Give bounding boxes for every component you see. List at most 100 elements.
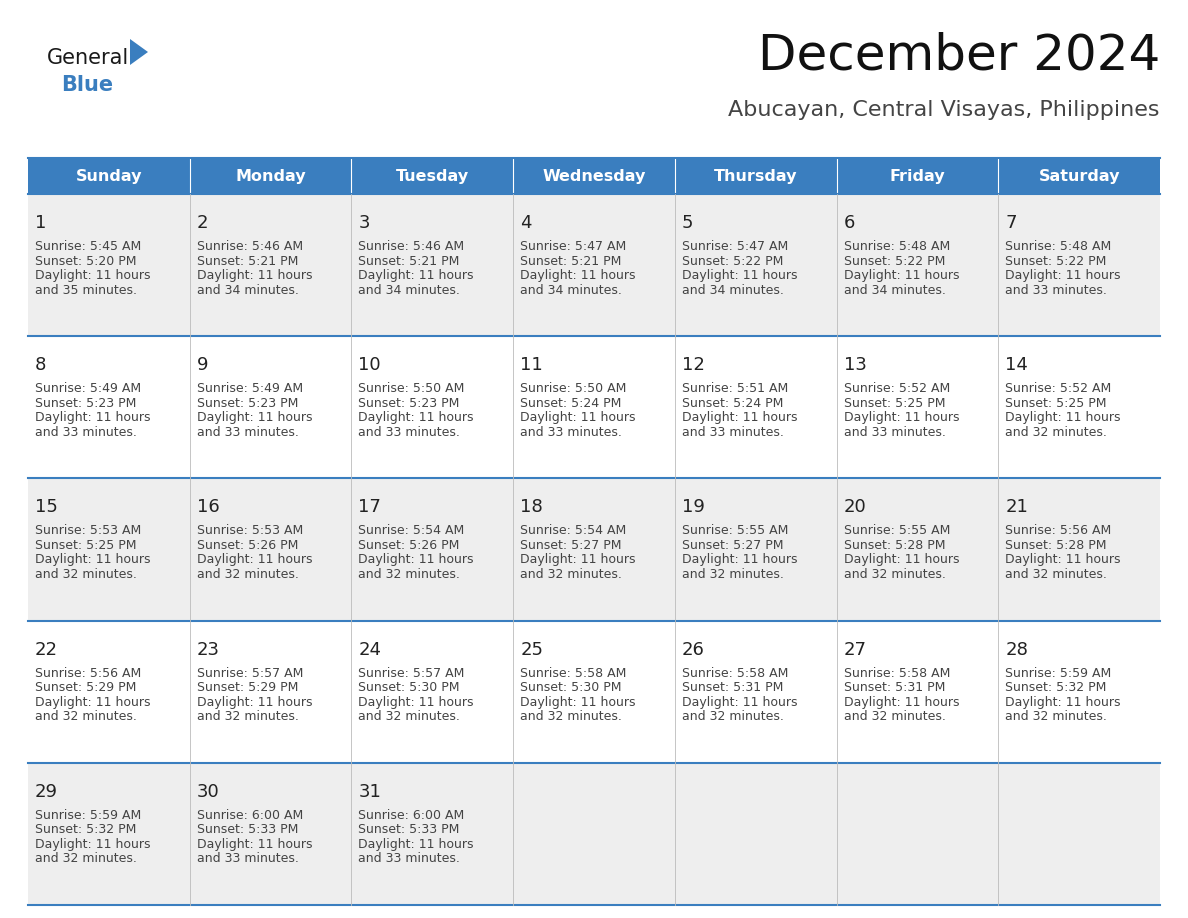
Text: Sunrise: 5:59 AM: Sunrise: 5:59 AM: [34, 809, 141, 822]
Text: and 34 minutes.: and 34 minutes.: [197, 284, 298, 297]
Text: Daylight: 11 hours: Daylight: 11 hours: [197, 696, 312, 709]
Text: Sunrise: 5:55 AM: Sunrise: 5:55 AM: [843, 524, 950, 538]
Text: 21: 21: [1005, 498, 1028, 517]
Text: and 32 minutes.: and 32 minutes.: [520, 711, 623, 723]
Text: Daylight: 11 hours: Daylight: 11 hours: [520, 411, 636, 424]
Text: Daylight: 11 hours: Daylight: 11 hours: [197, 269, 312, 282]
Text: and 33 minutes.: and 33 minutes.: [197, 853, 298, 866]
Text: and 33 minutes.: and 33 minutes.: [843, 426, 946, 439]
Text: 23: 23: [197, 641, 220, 658]
Text: Daylight: 11 hours: Daylight: 11 hours: [520, 269, 636, 282]
Text: 15: 15: [34, 498, 58, 517]
Text: Sunrise: 5:54 AM: Sunrise: 5:54 AM: [359, 524, 465, 538]
Text: Daylight: 11 hours: Daylight: 11 hours: [1005, 696, 1120, 709]
Text: 28: 28: [1005, 641, 1028, 658]
Text: and 33 minutes.: and 33 minutes.: [1005, 284, 1107, 297]
Text: Daylight: 11 hours: Daylight: 11 hours: [359, 269, 474, 282]
Text: 11: 11: [520, 356, 543, 375]
Bar: [29, 194, 1159, 336]
Text: Sunset: 5:20 PM: Sunset: 5:20 PM: [34, 254, 137, 268]
Text: December 2024: December 2024: [758, 31, 1159, 79]
Text: Daylight: 11 hours: Daylight: 11 hours: [359, 696, 474, 709]
Text: Sunrise: 5:59 AM: Sunrise: 5:59 AM: [1005, 666, 1112, 679]
Text: Daylight: 11 hours: Daylight: 11 hours: [197, 554, 312, 566]
Text: Sunrise: 5:54 AM: Sunrise: 5:54 AM: [520, 524, 626, 538]
Text: and 32 minutes.: and 32 minutes.: [682, 711, 784, 723]
Text: and 33 minutes.: and 33 minutes.: [34, 426, 137, 439]
Text: Sunrise: 5:52 AM: Sunrise: 5:52 AM: [1005, 382, 1112, 396]
Text: 4: 4: [520, 214, 532, 232]
Text: Thursday: Thursday: [714, 169, 797, 184]
Text: Monday: Monday: [235, 169, 305, 184]
Text: Daylight: 11 hours: Daylight: 11 hours: [682, 696, 797, 709]
Text: 30: 30: [197, 783, 220, 800]
Text: Blue: Blue: [61, 75, 113, 95]
Text: 13: 13: [843, 356, 866, 375]
Text: and 33 minutes.: and 33 minutes.: [520, 426, 623, 439]
Text: Sunset: 5:32 PM: Sunset: 5:32 PM: [1005, 681, 1107, 694]
Text: Sunset: 5:23 PM: Sunset: 5:23 PM: [34, 397, 137, 409]
Text: and 32 minutes.: and 32 minutes.: [359, 711, 460, 723]
Text: 7: 7: [1005, 214, 1017, 232]
Text: and 32 minutes.: and 32 minutes.: [34, 853, 137, 866]
Text: Sunrise: 5:51 AM: Sunrise: 5:51 AM: [682, 382, 788, 396]
Text: Daylight: 11 hours: Daylight: 11 hours: [843, 411, 959, 424]
Text: 18: 18: [520, 498, 543, 517]
Text: Daylight: 11 hours: Daylight: 11 hours: [359, 838, 474, 851]
Text: Sunset: 5:26 PM: Sunset: 5:26 PM: [197, 539, 298, 552]
Text: Friday: Friday: [890, 169, 946, 184]
Text: Daylight: 11 hours: Daylight: 11 hours: [682, 554, 797, 566]
Text: and 32 minutes.: and 32 minutes.: [34, 711, 137, 723]
Text: Sunrise: 5:53 AM: Sunrise: 5:53 AM: [197, 524, 303, 538]
Text: Sunset: 5:27 PM: Sunset: 5:27 PM: [520, 539, 621, 552]
Text: 26: 26: [682, 641, 704, 658]
Text: and 33 minutes.: and 33 minutes.: [359, 426, 460, 439]
Text: Sunset: 5:21 PM: Sunset: 5:21 PM: [359, 254, 460, 268]
Text: Sunset: 5:30 PM: Sunset: 5:30 PM: [520, 681, 621, 694]
Text: Saturday: Saturday: [1038, 169, 1120, 184]
Text: Daylight: 11 hours: Daylight: 11 hours: [359, 411, 474, 424]
Text: Sunset: 5:28 PM: Sunset: 5:28 PM: [1005, 539, 1107, 552]
Text: Sunset: 5:25 PM: Sunset: 5:25 PM: [34, 539, 137, 552]
Text: 27: 27: [843, 641, 866, 658]
Text: Daylight: 11 hours: Daylight: 11 hours: [520, 554, 636, 566]
Text: Sunday: Sunday: [76, 169, 143, 184]
Text: Sunrise: 5:58 AM: Sunrise: 5:58 AM: [520, 666, 626, 679]
Text: and 32 minutes.: and 32 minutes.: [1005, 568, 1107, 581]
Text: Sunrise: 5:46 AM: Sunrise: 5:46 AM: [197, 241, 303, 253]
Text: Sunset: 5:24 PM: Sunset: 5:24 PM: [682, 397, 783, 409]
Text: Sunset: 5:33 PM: Sunset: 5:33 PM: [197, 823, 298, 836]
Text: Sunrise: 5:58 AM: Sunrise: 5:58 AM: [843, 666, 950, 679]
Text: Sunrise: 5:50 AM: Sunrise: 5:50 AM: [520, 382, 626, 396]
Text: Abucayan, Central Visayas, Philippines: Abucayan, Central Visayas, Philippines: [728, 100, 1159, 120]
Polygon shape: [129, 39, 148, 65]
Text: 20: 20: [843, 498, 866, 517]
Text: Sunrise: 5:45 AM: Sunrise: 5:45 AM: [34, 241, 141, 253]
Text: 5: 5: [682, 214, 694, 232]
Text: 25: 25: [520, 641, 543, 658]
Text: Sunset: 5:21 PM: Sunset: 5:21 PM: [520, 254, 621, 268]
Text: Sunset: 5:31 PM: Sunset: 5:31 PM: [682, 681, 783, 694]
Text: 3: 3: [359, 214, 369, 232]
Text: Sunset: 5:21 PM: Sunset: 5:21 PM: [197, 254, 298, 268]
Text: Daylight: 11 hours: Daylight: 11 hours: [1005, 411, 1120, 424]
Text: and 32 minutes.: and 32 minutes.: [359, 568, 460, 581]
Text: 12: 12: [682, 356, 704, 375]
Text: and 32 minutes.: and 32 minutes.: [843, 568, 946, 581]
Bar: [29, 763, 1159, 905]
Text: 2: 2: [197, 214, 208, 232]
Text: Daylight: 11 hours: Daylight: 11 hours: [682, 269, 797, 282]
Text: Daylight: 11 hours: Daylight: 11 hours: [1005, 554, 1120, 566]
Text: Sunrise: 6:00 AM: Sunrise: 6:00 AM: [359, 809, 465, 822]
Text: Sunrise: 5:50 AM: Sunrise: 5:50 AM: [359, 382, 465, 396]
Text: Daylight: 11 hours: Daylight: 11 hours: [34, 554, 151, 566]
Text: Sunrise: 6:00 AM: Sunrise: 6:00 AM: [197, 809, 303, 822]
Text: and 32 minutes.: and 32 minutes.: [682, 568, 784, 581]
Text: 14: 14: [1005, 356, 1028, 375]
Text: Daylight: 11 hours: Daylight: 11 hours: [843, 696, 959, 709]
Text: Sunrise: 5:56 AM: Sunrise: 5:56 AM: [1005, 524, 1112, 538]
Text: Sunset: 5:22 PM: Sunset: 5:22 PM: [1005, 254, 1107, 268]
Text: and 34 minutes.: and 34 minutes.: [520, 284, 623, 297]
Text: 16: 16: [197, 498, 220, 517]
Text: Daylight: 11 hours: Daylight: 11 hours: [34, 411, 151, 424]
